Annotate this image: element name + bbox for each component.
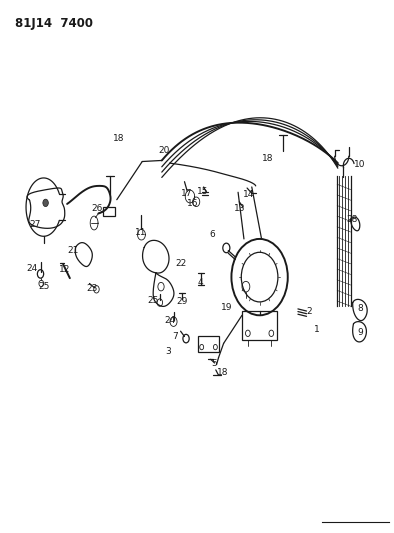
Text: 28: 28 [346,215,358,224]
Text: 3: 3 [165,347,171,356]
Text: 9: 9 [357,328,363,337]
Text: 24: 24 [26,264,37,273]
Text: 14: 14 [243,190,255,199]
Text: 13: 13 [234,204,246,213]
Text: 1: 1 [314,325,320,334]
Text: 18: 18 [217,368,228,377]
Text: 17: 17 [181,189,193,198]
Text: 12: 12 [59,265,71,274]
Text: 26: 26 [91,204,103,213]
Text: 24: 24 [164,316,175,325]
Text: 5: 5 [211,359,217,367]
Text: 27: 27 [29,220,40,229]
Text: 16: 16 [187,199,199,208]
Text: 7: 7 [173,332,178,341]
Text: 15: 15 [197,187,208,196]
Text: 81J14  7400: 81J14 7400 [15,17,93,30]
Text: 25: 25 [147,296,159,305]
Text: 6: 6 [210,230,216,239]
Text: 20: 20 [158,147,169,156]
Text: 18: 18 [262,154,273,163]
Text: 22: 22 [175,260,187,268]
Circle shape [43,199,48,207]
Text: 23: 23 [87,284,98,293]
Text: 21: 21 [67,246,78,255]
Text: 19: 19 [221,303,232,312]
Text: 25: 25 [39,282,50,291]
Text: 4: 4 [197,278,203,287]
Text: 2: 2 [307,306,312,316]
Bar [198,336,219,352]
Text: 29: 29 [177,297,188,306]
Text: 10: 10 [353,160,365,169]
Bar [242,311,277,340]
Text: 18: 18 [113,134,125,143]
Text: 8: 8 [357,304,363,313]
Text: 11: 11 [134,228,146,237]
